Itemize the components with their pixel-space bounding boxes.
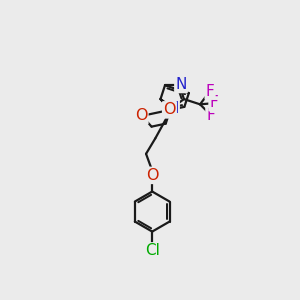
Text: O: O <box>135 108 147 123</box>
Text: F: F <box>206 84 214 99</box>
Text: O: O <box>146 168 158 183</box>
Text: F: F <box>209 95 218 110</box>
Text: N: N <box>175 77 187 92</box>
Text: Cl: Cl <box>145 243 160 258</box>
Text: F: F <box>206 108 215 123</box>
Text: O: O <box>163 102 176 117</box>
Text: N: N <box>167 101 179 116</box>
